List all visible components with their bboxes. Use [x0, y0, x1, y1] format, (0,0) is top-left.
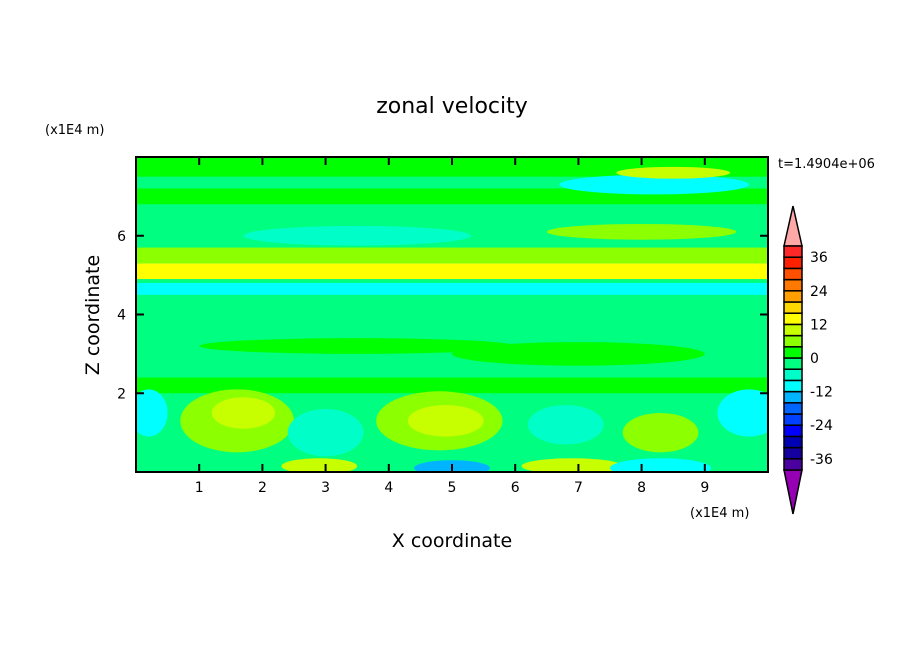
x-tick-label: 3 — [321, 480, 330, 496]
x-tick-label: 7 — [574, 480, 583, 496]
contour-region — [243, 225, 471, 246]
x-tick-label: 5 — [448, 480, 457, 496]
contour-region — [559, 174, 750, 195]
contour-region — [521, 458, 623, 472]
contour-region — [717, 389, 768, 437]
contour-region — [546, 223, 737, 240]
chart-title: zonal velocity — [376, 94, 528, 119]
colorbar-swatch — [783, 458, 803, 471]
colorbar-swatch — [783, 301, 803, 314]
x-tick-label: 6 — [511, 480, 520, 496]
colorbar-swatch — [783, 256, 803, 270]
contour-region — [452, 342, 705, 366]
contour-field — [136, 157, 768, 472]
contour-region — [136, 389, 168, 437]
colorbar-swatch — [783, 390, 803, 404]
x-axis-label: X coordinate — [392, 530, 512, 552]
colorbar-under-arrow — [783, 469, 803, 515]
contour-region — [407, 405, 484, 437]
y-tick-label: 4 — [117, 308, 126, 324]
axis-ticks: 1 2 3 4 5 6 7 8 9 2 4 6 — [117, 157, 768, 496]
colorbar-swatch — [783, 424, 803, 438]
contour-region — [622, 412, 699, 453]
contour-band — [136, 283, 768, 295]
colorbar-swatch — [783, 357, 803, 370]
colorbar-tick-label: 24 — [810, 284, 828, 300]
x-tick-label: 4 — [384, 480, 393, 496]
colorbar-swatch — [783, 245, 803, 258]
contour-band — [136, 263, 768, 280]
colorbar-tick-label: 12 — [810, 317, 828, 333]
contour-band — [136, 247, 768, 264]
colorbar-swatch — [783, 278, 803, 292]
y-axis-label: Z coordinate — [82, 255, 104, 375]
contour-region — [616, 166, 731, 179]
colorbar-swatch — [783, 379, 803, 393]
y-scale-label: (x1E4 m) — [45, 123, 104, 138]
colorbar-swatch — [783, 413, 803, 426]
x-tick-label: 2 — [258, 480, 267, 496]
colorbar-swatch — [783, 435, 803, 449]
colorbar-tick-label: -36 — [810, 452, 833, 468]
x-tick-label: 9 — [700, 480, 709, 496]
y-tick-label: 2 — [117, 386, 126, 402]
colorbar-swatch — [783, 267, 803, 281]
colorbar: 36 24 12 0 -12 -24 -36 — [783, 205, 833, 515]
colorbar-tick-label: -12 — [810, 385, 833, 401]
contour-region — [199, 338, 516, 354]
colorbar-tick-label: 0 — [810, 351, 819, 367]
contour-region — [281, 458, 358, 472]
colorbar-tick-label: -24 — [810, 418, 833, 434]
x-tick-label: 1 — [195, 480, 204, 496]
colorbar-swatch — [783, 290, 803, 303]
contour-region — [527, 405, 604, 445]
x-scale-label: (x1E4 m) — [690, 506, 749, 521]
contour-region — [211, 397, 276, 429]
x-tick-label: 8 — [637, 480, 646, 496]
contour-region — [287, 409, 364, 457]
contour-band — [136, 157, 768, 177]
colorbar-swatch — [783, 402, 803, 415]
contour-region — [610, 458, 712, 472]
colorbar-over-arrow — [783, 205, 803, 247]
time-label: t=1.4904e+06 — [778, 157, 875, 172]
y-tick-label: 6 — [117, 229, 126, 245]
colorbar-swatch — [783, 323, 803, 337]
colorbar-swatch — [783, 312, 803, 326]
colorbar-swatch — [783, 368, 803, 382]
colorbar-tick-label: 36 — [810, 250, 828, 266]
contour-band — [136, 377, 768, 394]
colorbar-swatch — [783, 446, 803, 460]
colorbar-swatch — [783, 346, 803, 359]
colorbar-swatch — [783, 334, 803, 348]
